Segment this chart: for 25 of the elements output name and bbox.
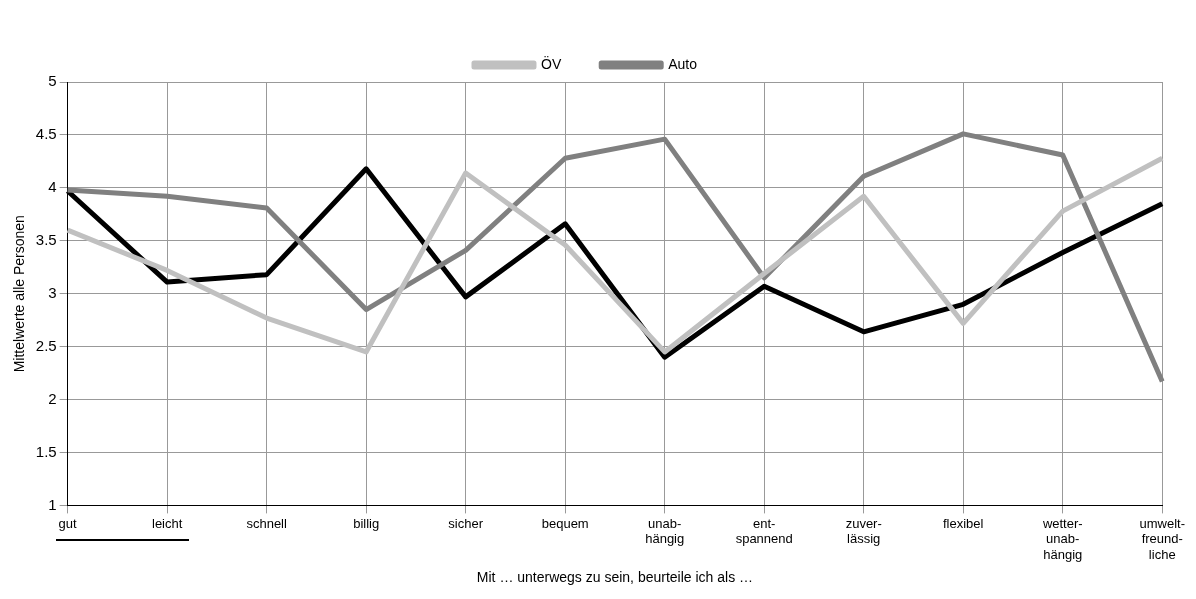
x-tick-label: wetter- unab- hängig (1041, 515, 1083, 562)
legend-label: ÖV (540, 54, 562, 72)
x-tick-label: leicht (151, 515, 183, 531)
x-tick-label: unab- hängig (645, 515, 685, 547)
y-tick-label: 4 (48, 177, 57, 195)
y-tick-label: 2.5 (35, 336, 57, 354)
x-tick-label: ent- spannend (735, 515, 793, 547)
x-tick-label: bequem (541, 515, 589, 531)
x-tick-label: schnell (246, 515, 288, 531)
x-tick-label: sicher (448, 515, 484, 531)
y-tick-label: 5 (48, 72, 57, 90)
x-tick-label: zuver- lässig (845, 515, 882, 547)
y-tick-label: 1 (48, 495, 57, 513)
x-tick-label: gut (58, 515, 78, 531)
y-tick-label: 2 (48, 389, 57, 407)
x-tick-label: umwelt- freund- liche (1139, 515, 1185, 562)
y-tick-label: 1.5 (35, 442, 57, 460)
y-tick-label: 4.5 (35, 125, 57, 143)
y-tick-label: 3 (48, 283, 57, 301)
legend-label: Auto (668, 55, 698, 72)
x-axis-title: Mit … unterwegs zu sein, beurteile ich als … (476, 569, 754, 586)
x-tick-label: billig (353, 515, 380, 531)
y-axis-title: Mittelwerte alle Personen (11, 215, 28, 373)
y-tick-label: 3.5 (35, 230, 57, 248)
x-tick-label: flexibel (943, 515, 984, 531)
